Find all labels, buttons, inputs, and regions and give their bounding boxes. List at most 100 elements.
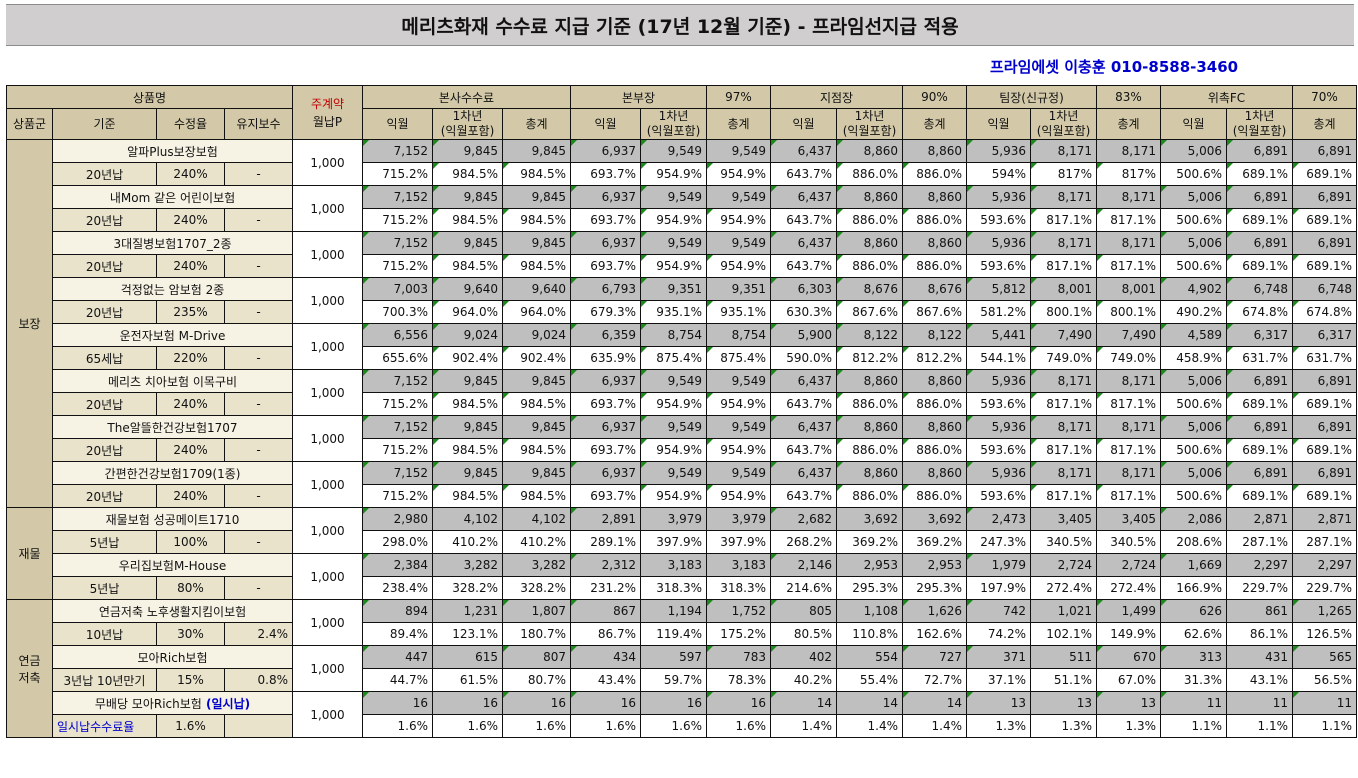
commission-amount: 8,171 [1096,139,1161,163]
table-row: 걱정없는 암보험 2종 1,000 7,003 9,640 9,640 6,793 9,35… [7,277,1357,324]
commission-amount: 597 [640,645,707,669]
product-name: 우리집보험M-House [52,553,293,577]
commission-percent: 51.1% [1030,668,1097,692]
payment-standard: 65세납 [52,346,157,370]
commission-amount: 6,891 [1292,415,1357,439]
commission-amount: 3,183 [706,553,771,577]
commission-percent: 180.7% [502,622,571,646]
commission-percent: 954.9% [640,254,707,278]
commission-percent: 902.4% [432,346,503,370]
maintenance-fee: - [224,392,293,416]
commission-amount: 9,549 [640,185,707,209]
commission-amount: 8,860 [902,415,967,439]
commission-amount: 5,936 [966,185,1031,209]
commission-percent: 674.8% [1292,300,1357,324]
commission-percent: 817.1% [1030,438,1097,462]
commission-amount: 9,549 [640,369,707,393]
commission-percent: 817.1% [1030,392,1097,416]
commission-percent: 328.2% [432,576,503,600]
payment-standard: 3년납 10년만기 [52,668,157,692]
commission-percent: 500.6% [1160,438,1227,462]
commission-percent: 149.9% [1096,622,1161,646]
commission-amount: 1,231 [432,599,503,623]
commission-percent: 886.0% [902,438,967,462]
commission-amount: 4,589 [1160,323,1227,347]
commission-amount: 3,183 [640,553,707,577]
commission-amount: 6,937 [570,415,641,439]
product-name: 3대질병보험1707_2종 [52,231,293,255]
commission-amount: 13 [1096,691,1161,715]
commission-percent: 643.7% [770,392,837,416]
commission-amount: 2,871 [1226,507,1293,531]
commission-amount: 7,152 [362,369,433,393]
commission-amount: 6,937 [570,231,641,255]
commission-percent: 886.0% [902,484,967,508]
commission-percent: 397.9% [640,530,707,554]
header-main-contract: 주계약 월납P [292,85,363,140]
commission-percent: 643.7% [770,162,837,186]
product-group-label: 보장 [6,139,53,508]
commission-percent: 43.4% [570,668,641,692]
commission-amount: 9,845 [502,139,571,163]
commission-amount: 805 [770,599,837,623]
header-sub-next-month: 익월 [570,108,641,140]
commission-percent: 369.2% [902,530,967,554]
commission-percent: 817.1% [1030,254,1097,278]
commission-percent: 689.1% [1226,484,1293,508]
commission-percent: 74.2% [966,622,1031,646]
commission-percent: 984.5% [432,208,503,232]
commission-amount: 1,752 [706,599,771,623]
commission-amount: 2,724 [1030,553,1097,577]
commission-percent: 984.5% [502,438,571,462]
monthly-premium: 1,000 [292,369,363,416]
commission-amount: 8,860 [836,461,903,485]
product-group-label: 연금 저축 [6,599,53,738]
commission-amount: 615 [432,645,503,669]
commission-amount: 11 [1160,691,1227,715]
payment-standard: 일시납수수료율 [52,714,157,738]
commission-amount: 727 [902,645,967,669]
table-row: 3년납 10년만기 15% 0.8% 44.7% 61.5% 80.7% 43.4% 59.7… [7,668,1357,692]
commission-amount: 6,937 [570,139,641,163]
adjust-rate: 100% [156,530,225,554]
commission-percent: 631.7% [1292,346,1357,370]
commission-amount: 8,171 [1030,185,1097,209]
monthly-premium: 1,000 [292,599,363,646]
commission-percent: 715.2% [362,438,433,462]
commission-percent: 102.1% [1030,622,1097,646]
commission-amount: 2,891 [570,507,641,531]
commission-percent: 594% [966,162,1031,186]
commission-amount: 16 [706,691,771,715]
monthly-premium: 1,000 [292,645,363,692]
commission-percent: 56.5% [1292,668,1357,692]
commission-percent: 287.1% [1292,530,1357,554]
commission-amount: 9,845 [432,185,503,209]
commission-amount: 8,171 [1096,185,1161,209]
commission-percent: 166.9% [1160,576,1227,600]
commission-percent: 984.5% [432,162,503,186]
commission-percent: 954.9% [706,254,771,278]
commission-amount: 5,006 [1160,185,1227,209]
commission-percent: 1.4% [902,714,967,738]
commission-percent: 544.1% [966,346,1031,370]
commission-amount: 7,152 [362,139,433,163]
commission-percent: 954.9% [706,162,771,186]
commission-percent: 247.3% [966,530,1031,554]
commission-percent: 229.7% [1226,576,1293,600]
commission-table: 상품명 주계약 월납P 본사수수료 본부장 97% 지점장 90% 팀장(신규정)… [6,85,1357,738]
commission-amount: 783 [706,645,771,669]
commission-amount: 6,891 [1226,139,1293,163]
product-name: 메리츠 치아보험 이목구비 [52,369,293,393]
header-group-fc-pct: 70% [1292,85,1357,109]
commission-percent: 318.3% [706,576,771,600]
header-group-director: 본부장 [570,85,707,109]
commission-percent: 954.9% [640,162,707,186]
monthly-premium: 1,000 [292,231,363,278]
commission-percent: 340.5% [1096,530,1161,554]
commission-percent: 655.6% [362,346,433,370]
commission-amount: 2,980 [362,507,433,531]
commission-percent: 886.0% [902,392,967,416]
commission-percent: 229.7% [1292,576,1357,600]
commission-amount: 6,937 [570,185,641,209]
commission-amount: 3,692 [836,507,903,531]
